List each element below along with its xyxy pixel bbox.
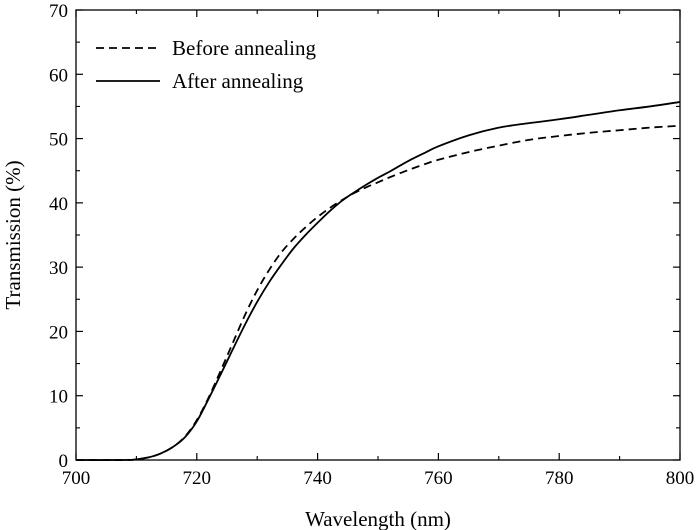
x-tick-label: 720 <box>183 468 212 489</box>
series-layer <box>75 101 681 461</box>
axes-ticks: 700 720 740 760 780 800 0 10 20 30 40 50 60 70 <box>49 1 694 489</box>
x-tick-label: 800 <box>666 468 695 489</box>
y-tick-label: 50 <box>49 130 68 151</box>
plot-border <box>75 9 681 461</box>
y-tick-label: 20 <box>49 322 68 343</box>
y-tick-label: 60 <box>49 65 68 86</box>
x-axis-title: Wavelength (nm) <box>305 507 451 530</box>
x-tick-label: 700 <box>62 468 91 489</box>
x-tick-label: 740 <box>303 468 332 489</box>
x-tick-label: 760 <box>424 468 453 489</box>
y-tick-label: 40 <box>49 194 68 215</box>
y-tick-label: 0 <box>59 451 69 472</box>
legend-label: Before annealing <box>172 36 317 60</box>
y-axis-title: Transmission (%) <box>1 160 25 309</box>
series-line-before-annealing <box>75 124 681 461</box>
y-tick-label: 70 <box>49 1 68 22</box>
legend-label: After annealing <box>172 69 304 93</box>
y-tick-label: 30 <box>49 258 68 279</box>
series-line-after-annealing <box>75 101 681 461</box>
legend: Before annealing After annealing <box>96 36 317 93</box>
x-tick-label: 780 <box>545 468 574 489</box>
y-tick-label: 10 <box>49 387 68 408</box>
plot-area <box>75 9 681 461</box>
